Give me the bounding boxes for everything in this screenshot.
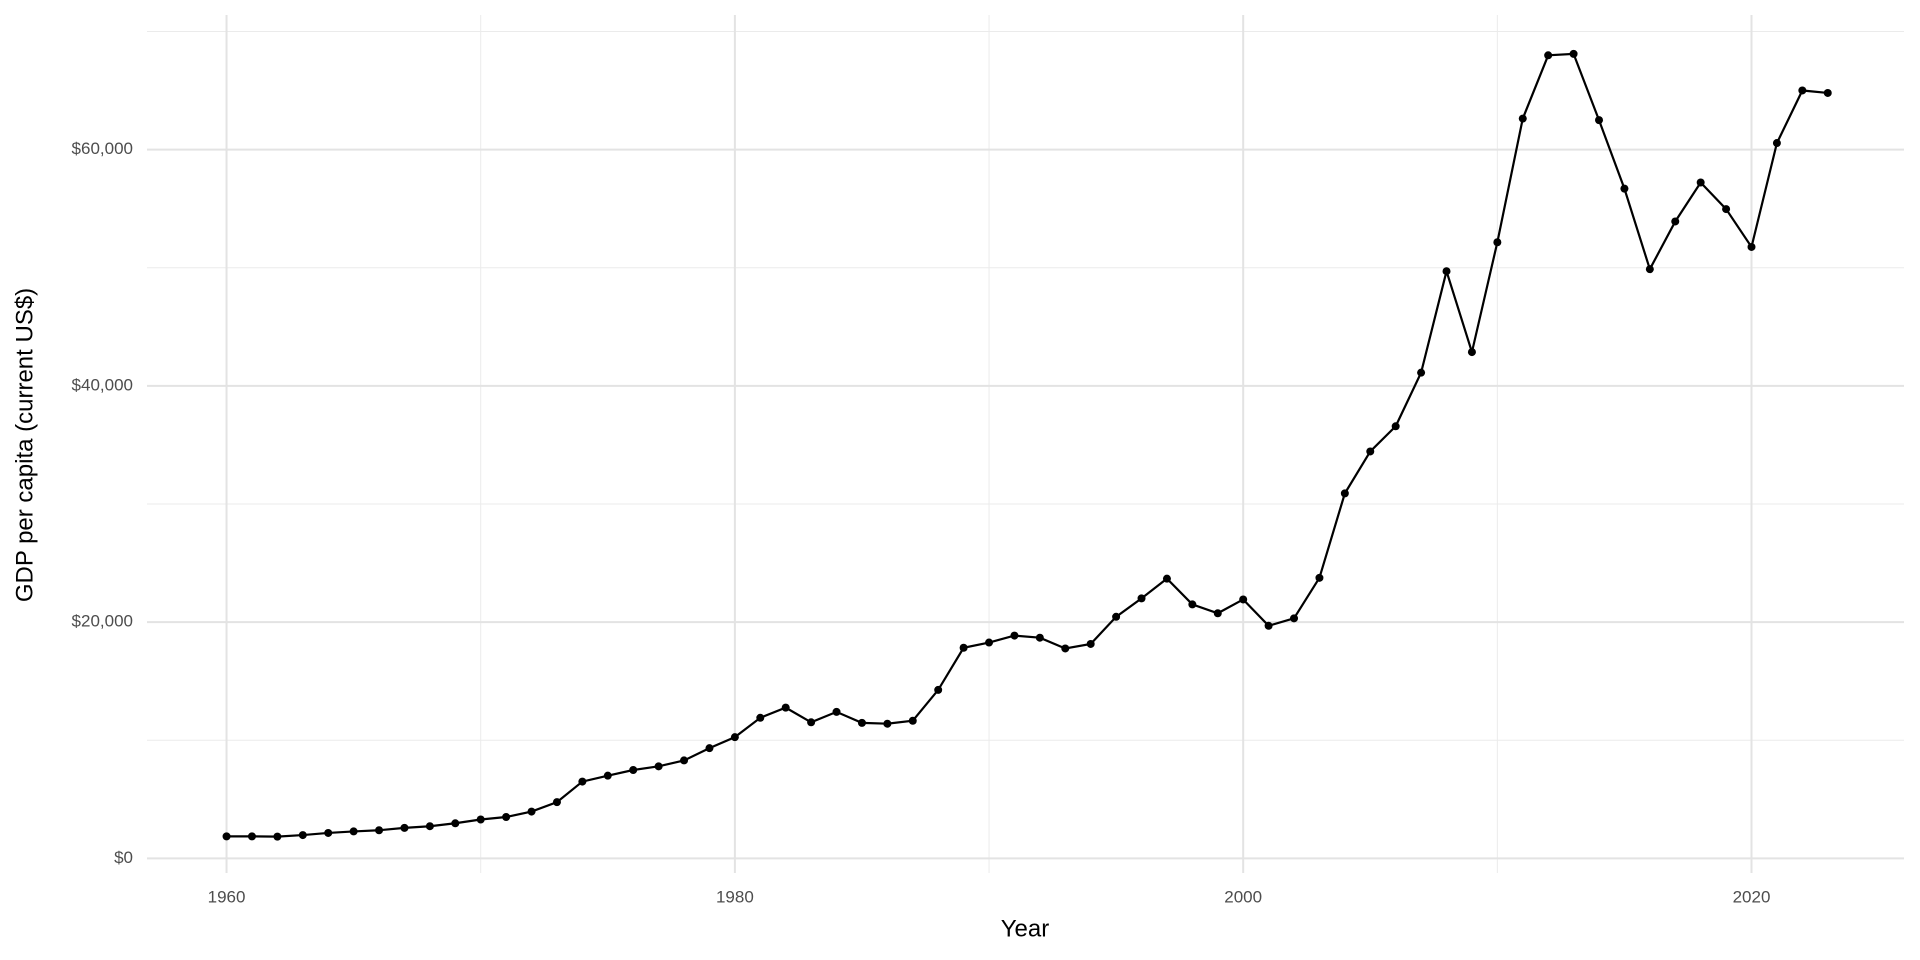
point [781, 703, 790, 712]
y-axis-label: GDP per capita (current US$) [11, 288, 38, 602]
line [226, 52, 1828, 838]
point [730, 733, 739, 742]
point [1035, 633, 1044, 642]
point [375, 826, 384, 835]
point [1188, 600, 1197, 609]
point [908, 716, 917, 725]
point [1671, 217, 1680, 226]
point [629, 766, 638, 775]
x-tick-label: 1980 [716, 887, 754, 906]
y-tick-label: $20,000 [72, 612, 133, 631]
point [1722, 205, 1731, 214]
x-tick-label: 1960 [208, 887, 246, 906]
point [1391, 422, 1400, 431]
point [247, 832, 256, 841]
point [425, 822, 434, 831]
point [832, 707, 841, 716]
point [985, 638, 994, 647]
point [1086, 639, 1095, 648]
point [807, 718, 816, 727]
point [349, 827, 358, 836]
point [1417, 368, 1426, 377]
point [1696, 178, 1705, 187]
point [1747, 242, 1756, 251]
point [222, 832, 231, 841]
point [1137, 594, 1146, 603]
point [1239, 595, 1248, 604]
y-tick-label: $40,000 [72, 375, 133, 394]
point [1290, 614, 1299, 623]
point [1595, 116, 1604, 125]
point [298, 831, 307, 840]
point [1772, 139, 1781, 148]
point [1442, 267, 1451, 276]
point [324, 828, 333, 837]
point [476, 815, 485, 824]
x-tick-label: 2020 [1733, 887, 1771, 906]
y-tick-label: $60,000 [72, 139, 133, 158]
point [502, 813, 511, 822]
point [1213, 609, 1222, 618]
y-tick-label: $0 [114, 848, 133, 867]
x-tick-label: 2000 [1224, 887, 1262, 906]
point [1264, 621, 1273, 630]
x-axis-label: Year [1001, 915, 1050, 942]
point [603, 771, 612, 780]
point [1061, 644, 1070, 653]
point [857, 718, 866, 727]
point [451, 819, 460, 828]
point [1010, 631, 1019, 640]
point [1467, 348, 1476, 357]
point [654, 762, 663, 771]
point [705, 744, 714, 753]
point [1340, 489, 1349, 498]
point [934, 685, 943, 694]
point [1798, 86, 1807, 95]
point [1620, 184, 1629, 193]
point [680, 756, 689, 765]
point [273, 832, 282, 841]
point [1518, 114, 1527, 123]
point [400, 823, 409, 832]
point [756, 713, 765, 722]
point [1569, 49, 1578, 58]
point [883, 719, 892, 728]
point [959, 643, 968, 652]
point [552, 798, 561, 807]
point [1112, 612, 1121, 621]
point [1544, 51, 1553, 60]
point [1645, 265, 1654, 274]
point [527, 807, 536, 816]
point [1366, 447, 1375, 456]
point [1823, 88, 1832, 97]
point [1162, 574, 1171, 583]
point [1493, 238, 1502, 247]
point [578, 777, 587, 786]
point [1315, 573, 1324, 582]
